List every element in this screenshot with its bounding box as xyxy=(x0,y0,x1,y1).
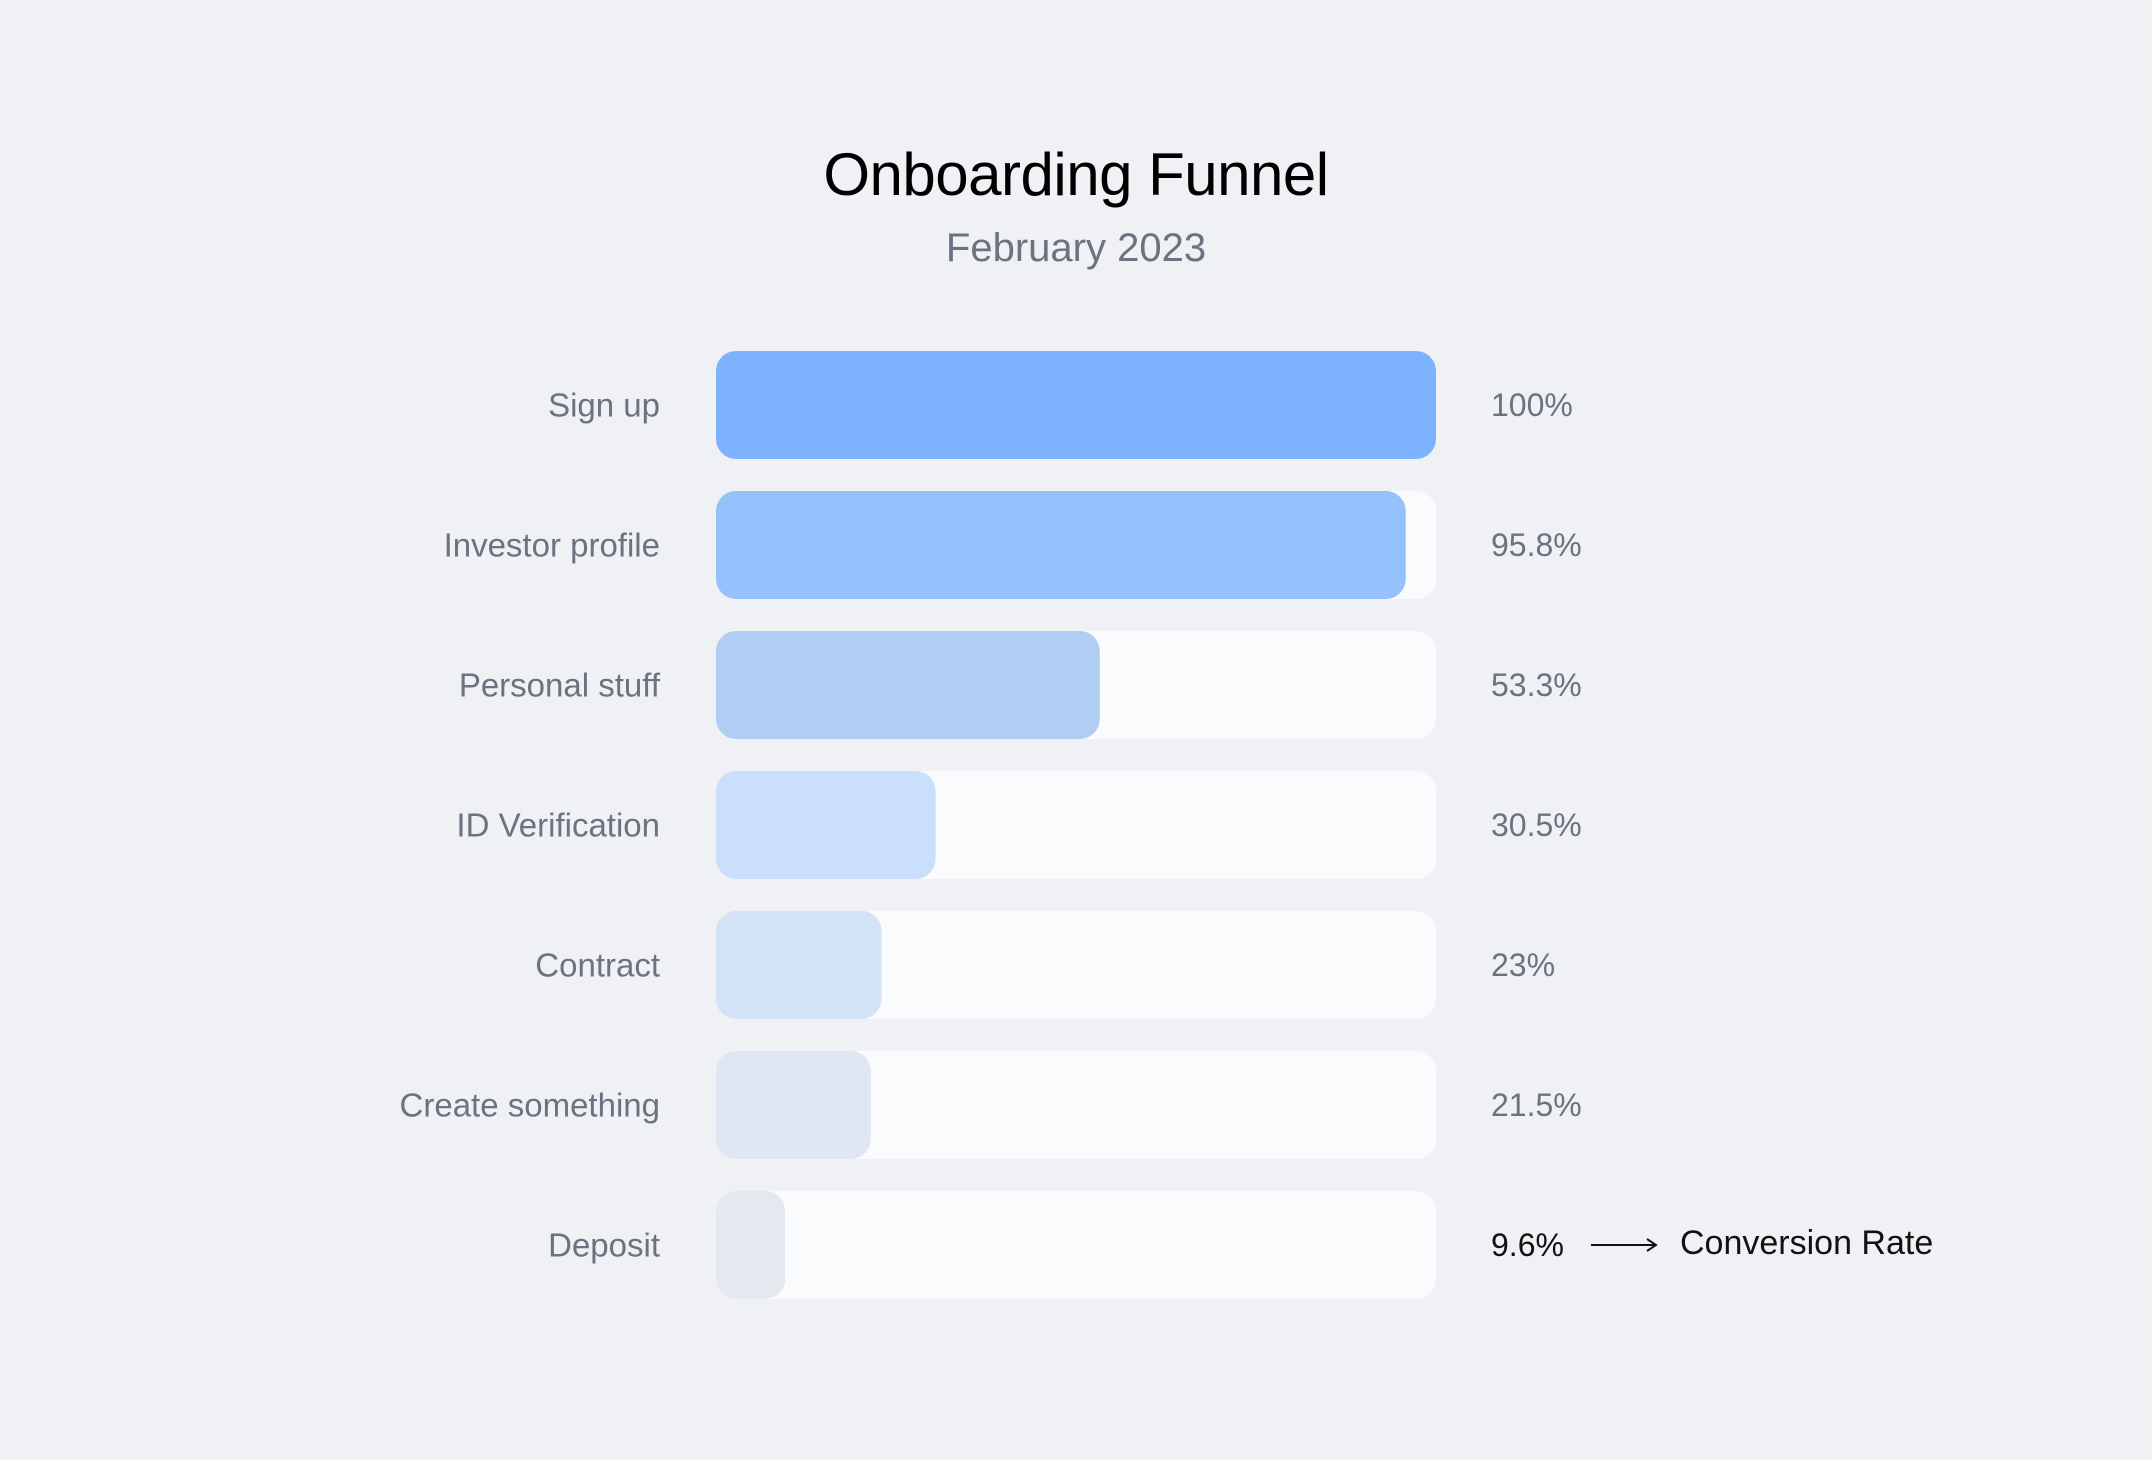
category-label-deposit: Deposit xyxy=(548,1227,660,1264)
chart-subtitle: February 2023 xyxy=(945,226,1207,270)
category-label-contract: Contract xyxy=(535,947,660,984)
value-label-id-verification: 30.5% xyxy=(1491,807,1582,843)
category-label-personal-stuff: Personal stuff xyxy=(459,667,661,704)
category-label-sign-up: Sign up xyxy=(548,387,660,424)
category-label-id-verification: ID Verification xyxy=(456,807,660,844)
bar-contract xyxy=(716,911,882,1019)
bar-track-deposit xyxy=(716,1191,1436,1299)
value-label-personal-stuff: 53.3% xyxy=(1491,667,1582,703)
value-label-create-something: 21.5% xyxy=(1491,1087,1582,1123)
arrow-right-icon xyxy=(1646,1238,1658,1252)
bar-track-contract xyxy=(716,911,1436,1019)
bar-create-something xyxy=(716,1051,871,1159)
bar-sign-up xyxy=(716,351,1436,459)
conversion-rate-label: Conversion Rate xyxy=(1680,1224,1933,1262)
bar-id-verification xyxy=(716,771,936,879)
bar-deposit xyxy=(716,1191,786,1299)
bar-personal-stuff xyxy=(716,631,1100,739)
category-label-create-something: Create something xyxy=(400,1087,660,1124)
value-label-deposit: 9.6% xyxy=(1491,1227,1564,1263)
value-label-contract: 23% xyxy=(1491,947,1555,983)
bar-track-create-something xyxy=(716,1051,1436,1159)
chart-title: Onboarding Funnel xyxy=(823,141,1329,208)
category-label-investor-profile: Investor profile xyxy=(444,527,660,564)
bar-investor-profile xyxy=(716,491,1406,599)
value-label-sign-up: 100% xyxy=(1491,387,1573,423)
value-label-investor-profile: 95.8% xyxy=(1491,527,1582,563)
